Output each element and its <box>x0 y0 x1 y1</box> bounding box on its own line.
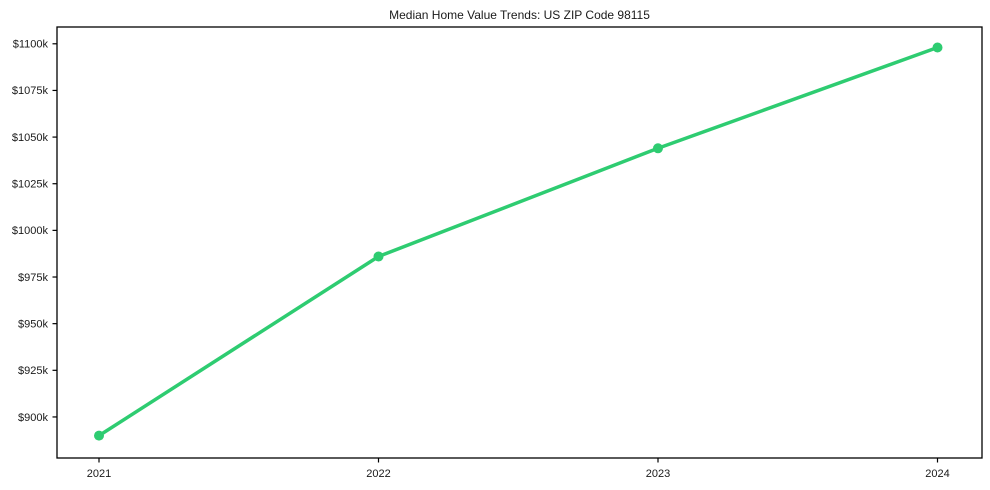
y-tick-label: $950k <box>18 318 48 330</box>
x-tick-label: 2022 <box>366 468 390 480</box>
data-point-2022 <box>373 251 384 262</box>
trend-line <box>97 45 940 438</box>
y-tick-label: $1100k <box>13 39 49 51</box>
y-tick-label: $925k <box>18 365 48 377</box>
plot-border <box>56 26 983 459</box>
y-tick-label: $1000k <box>12 225 49 237</box>
x-tick-label: 2021 <box>87 468 111 480</box>
y-tick-label: $975k <box>18 272 48 284</box>
plot-area: $900k $925k $950k $975k $1000k $1025k $1050k $1… <box>12 26 983 480</box>
x-tick-label: 2023 <box>646 468 670 480</box>
data-point-2024 <box>932 42 943 53</box>
x-tick-label: 2024 <box>925 468 949 480</box>
y-tick-label: $1025k <box>12 179 49 191</box>
data-point-2021 <box>94 430 104 441</box>
data-point-2023 <box>653 143 663 154</box>
y-tick-label: $1075k <box>12 85 49 97</box>
y-tick-label: $1050k <box>12 132 49 144</box>
y-tick-label: $900k <box>18 412 48 424</box>
chart-title: Median Home Value Trends: US ZIP Code 98… <box>389 8 650 22</box>
